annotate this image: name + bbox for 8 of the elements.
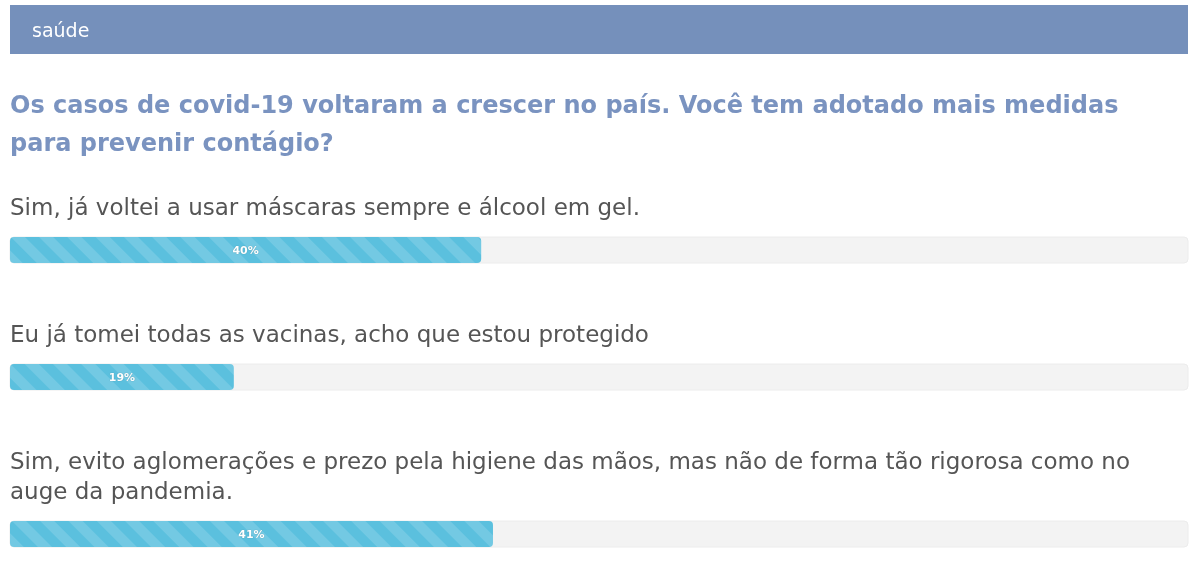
chart-title: Os casos de covid-19 voltaram a crescer no país. Você tem adotado mais medidas para prevenir contágio? [10,91,1119,157]
data-label: 40% [232,243,259,257]
y-tick-label: Eu já tomei todas as vacinas, acho que estou protegido [10,321,649,347]
text: saúde [32,19,90,41]
data-label: 41% [238,527,265,541]
y-tick-label: Sim, evito aglomerações e prezo pela higiene das mãos, mas não de forma tão rigorosa como no auge da pandemia. [10,448,1130,504]
data-label: 19% [108,370,136,384]
y-tick-label: Sim, já voltei a usar máscaras sempre e álcool em gel. [10,194,640,220]
